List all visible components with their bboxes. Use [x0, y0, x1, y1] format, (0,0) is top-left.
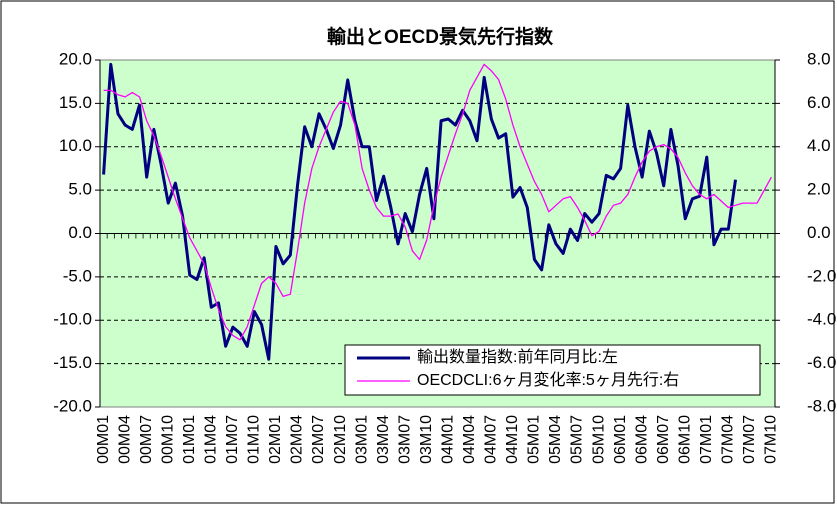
y-tick-label: 5.0: [68, 180, 92, 199]
y-tick-label: 20.0: [59, 49, 92, 68]
y2-tick-label: 8.0: [807, 49, 831, 68]
x-tick-label: 03M10: [418, 415, 435, 464]
x-tick-label: 06M04: [633, 415, 650, 464]
x-tick-label: 06M01: [612, 415, 629, 464]
legend-label: 輸出数量指数:前年同月比:左: [417, 348, 618, 366]
y2-tick-label: 4.0: [807, 136, 831, 155]
series-line: [102, 62, 737, 361]
x-tick-label: 03M04: [375, 415, 392, 464]
x-tick-label: 01M10: [246, 415, 263, 464]
x-tick-label: 04M10: [504, 415, 521, 464]
legend: 輸出数量指数:前年同月比:左 OECDCLI:6ヶ月変化率:5ヶ月先行:右: [344, 344, 761, 396]
x-tick-label: 05M04: [547, 415, 564, 464]
x-tick-label: 00M04: [116, 415, 133, 464]
x-tick-label: 02M07: [310, 415, 327, 464]
x-tick-label: 07M01: [698, 415, 715, 464]
x-tick-label: 07M10: [763, 415, 780, 464]
y2-tick-label: 2.0: [807, 180, 831, 199]
x-tick-label: 01M01: [181, 415, 198, 464]
y2-tick-label: -2.0: [807, 266, 836, 285]
x-tick-label: 05M07: [569, 415, 586, 464]
y-tick-label: -20.0: [53, 396, 92, 415]
x-tick-label: 01M07: [224, 415, 241, 464]
x-tick-label: 05M10: [590, 415, 607, 464]
y-tick-label: 0.0: [68, 223, 92, 242]
x-tick-label: 04M04: [461, 415, 478, 464]
x-tick-label: 02M04: [289, 415, 306, 464]
x-tick-label: 02M01: [267, 415, 284, 464]
x-tick-label: 07M07: [741, 415, 758, 464]
x-tick-label: 06M07: [655, 415, 672, 464]
y2-tick-label: -6.0: [807, 353, 836, 372]
y-tick-label: -10.0: [53, 310, 92, 329]
x-tick-label: 00M07: [138, 415, 155, 464]
series-line: [103, 63, 772, 341]
x-tick-label: 07M04: [720, 415, 737, 464]
x-tick-label: 04M01: [439, 415, 456, 464]
x-tick-label: 01M04: [203, 415, 220, 464]
chart-title: 輸出とOECD景気先行指数: [327, 25, 554, 48]
y2-tick-label: -8.0: [807, 396, 836, 415]
y-tick-label: 15.0: [59, 93, 92, 112]
y2-tick-label: 0.0: [807, 223, 831, 242]
y2-tick-label: -4.0: [807, 310, 836, 329]
x-tick-label: 05M01: [526, 415, 543, 464]
x-tick-label: 06M10: [676, 415, 693, 464]
y-tick-label: 10.0: [59, 136, 92, 155]
x-tick-label: 02M10: [332, 415, 349, 464]
x-tick-label: 00M01: [95, 415, 112, 464]
y-tick-label: -15.0: [53, 353, 92, 372]
x-tick-label: 03M01: [353, 415, 370, 464]
x-tick-label: 00M10: [159, 415, 176, 464]
legend-label: OECDCLI:6ヶ月変化率:5ヶ月先行:右: [417, 371, 679, 389]
legend-box: [344, 344, 761, 396]
y-tick-label: -5.0: [63, 266, 92, 285]
x-tick-label: 03M07: [396, 415, 413, 464]
x-tick-label: 04M07: [483, 415, 500, 464]
y2-tick-label: 6.0: [807, 93, 831, 112]
